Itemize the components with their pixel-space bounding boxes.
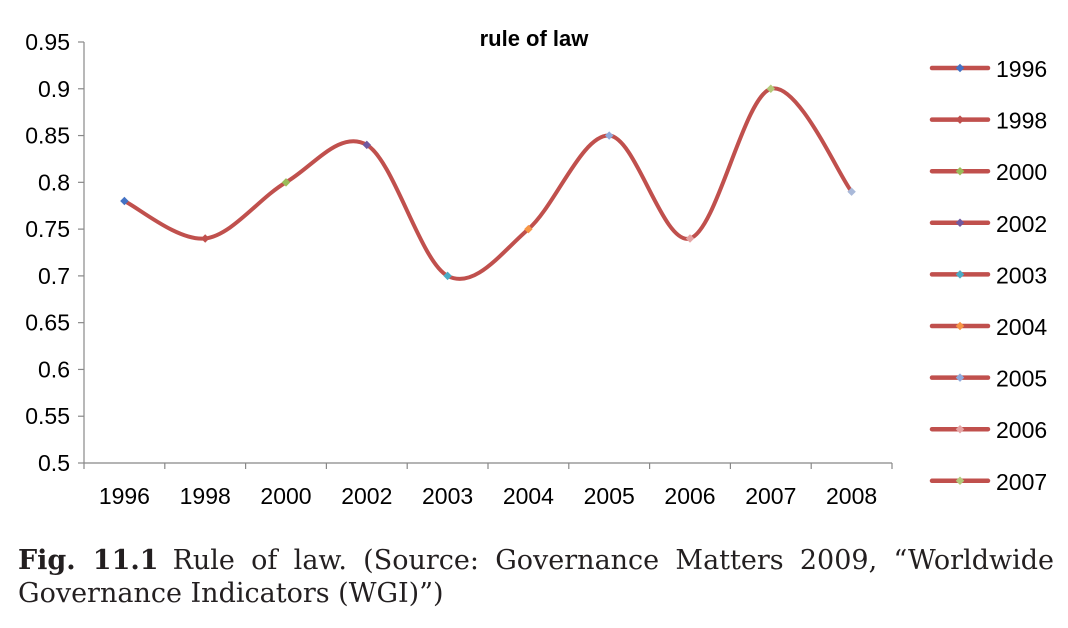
legend-label: 1996 — [996, 56, 1047, 82]
legend-marker — [955, 115, 965, 124]
data-point — [443, 271, 452, 281]
x-tick-label: 2005 — [584, 483, 635, 509]
legend-label: 2005 — [996, 366, 1047, 392]
series-line — [122, 86, 854, 281]
data-point — [362, 140, 372, 150]
legend-label: 2002 — [996, 211, 1047, 237]
x-tick-label: 2004 — [503, 483, 554, 509]
x-tick-label: 2000 — [260, 483, 311, 509]
line-chart: rule of law 0.5 0.55 0.6 0.65 0.7 0.75 0.8 0.85 0… — [25, 26, 1047, 509]
legend-marker — [955, 63, 965, 73]
legend-marker — [955, 321, 965, 331]
figure-caption: Fig. 11.1 Rule of law. (Source: Governanc… — [18, 544, 1054, 610]
y-tick-label: 0.75 — [25, 216, 70, 242]
legend-label: 2006 — [996, 417, 1047, 443]
legend-label: 2000 — [996, 159, 1047, 185]
y-tick-label: 0.9 — [38, 76, 70, 102]
y-tick-label: 0.7 — [38, 263, 70, 289]
y-tick-label: 0.95 — [25, 29, 70, 55]
y-tick-label: 0.6 — [38, 356, 70, 382]
y-tick-label: 0.8 — [38, 169, 70, 195]
y-tick-label: 0.65 — [25, 310, 70, 336]
x-tick-label: 1998 — [180, 483, 231, 509]
figure-label: Fig. 11.1 — [18, 545, 159, 576]
legend-marker — [955, 373, 965, 382]
x-tick-label: 2008 — [826, 483, 877, 509]
legend-label: 2004 — [996, 314, 1047, 340]
x-tick-label: 2003 — [422, 483, 473, 509]
legend-label: 2003 — [996, 262, 1047, 288]
x-tick-label: 2006 — [664, 483, 715, 509]
x-tick-label: 1996 — [99, 483, 150, 509]
data-point — [120, 196, 129, 206]
legend-marker — [955, 270, 965, 279]
data-point — [604, 131, 614, 140]
legend-marker — [955, 166, 965, 176]
legend-marker — [955, 476, 965, 486]
legend-marker — [955, 424, 965, 434]
x-tick-label: 2002 — [341, 483, 392, 509]
legend-marker — [955, 218, 965, 228]
y-tick-label: 0.55 — [25, 403, 70, 429]
legend-label: 2007 — [996, 469, 1047, 495]
x-tick-label: 2007 — [745, 483, 796, 509]
y-tick-label: 0.5 — [38, 450, 70, 476]
chart-title: rule of law — [480, 26, 590, 51]
figure-caption-text: Rule of law. (Source: Governance Matters… — [18, 545, 1055, 609]
legend-label: 1998 — [996, 108, 1047, 134]
data-point — [200, 234, 210, 243]
y-tick-label: 0.85 — [25, 123, 70, 149]
data-point — [281, 178, 291, 187]
